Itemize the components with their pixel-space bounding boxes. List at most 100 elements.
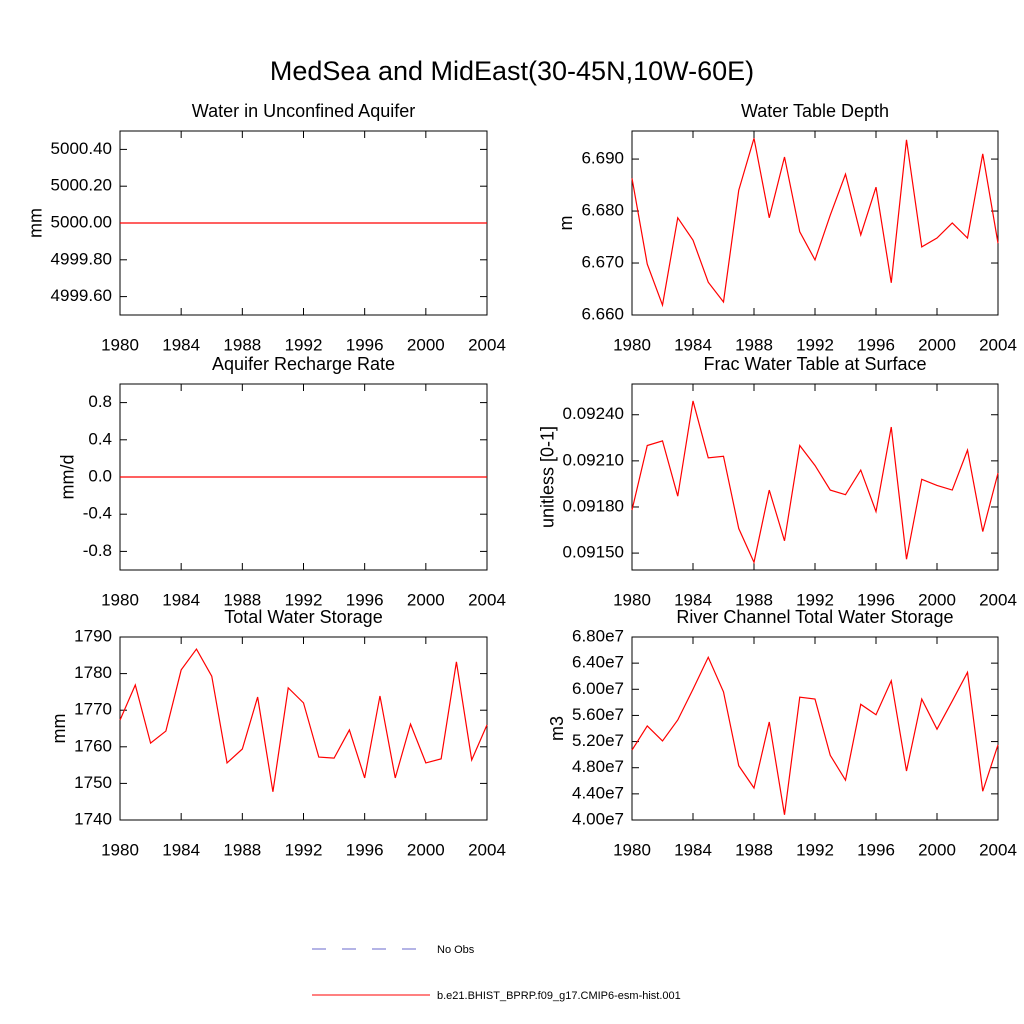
x-tick-label: 2000 xyxy=(407,840,445,859)
y-tick-label: 1760 xyxy=(74,736,112,755)
legend-label: No Obs xyxy=(437,944,475,956)
x-tick-label: 1996 xyxy=(857,590,895,609)
y-tick-label: 1750 xyxy=(74,773,112,792)
x-tick-label: 1984 xyxy=(162,335,200,354)
y-tick-label: -0.4 xyxy=(83,504,112,523)
panel: River Channel Total Water Storage 1980 198… xyxy=(547,607,1017,860)
data-line xyxy=(631,400,999,565)
y-axis-label: m3 xyxy=(547,716,567,741)
x-tick-label: 1984 xyxy=(162,840,200,859)
x-tick-label: 2004 xyxy=(468,840,506,859)
x-tick-label: 2004 xyxy=(468,335,506,354)
x-tick-label: 1992 xyxy=(796,590,834,609)
y-tick-label: 0.09210 xyxy=(563,450,624,469)
y-tick-label: 1780 xyxy=(74,663,112,682)
panel-title: Aquifer Recharge Rate xyxy=(212,354,395,374)
x-tick-label: 1988 xyxy=(735,590,773,609)
panel-title: Total Water Storage xyxy=(224,607,382,627)
plot-frame xyxy=(631,130,999,316)
figure-title: MedSea and MidEast(30-45N,10W-60E) xyxy=(270,56,754,86)
y-tick-label: 6.660 xyxy=(581,304,624,323)
x-tick-label: 1996 xyxy=(857,335,895,354)
x-tick-label: 2000 xyxy=(918,840,956,859)
x-tick-label: 2004 xyxy=(979,590,1017,609)
x-tick-label: 2004 xyxy=(979,335,1017,354)
x-tick-label: 1980 xyxy=(101,590,139,609)
x-tick-label: 1988 xyxy=(735,840,773,859)
x-tick-label: 1984 xyxy=(162,590,200,609)
y-axis-label: unitless [0-1] xyxy=(537,426,557,528)
y-tick-label: 6.40e7 xyxy=(572,653,624,672)
y-tick-label: 1790 xyxy=(74,626,112,645)
x-tick-label: 1996 xyxy=(346,590,384,609)
x-tick-label: 2000 xyxy=(407,590,445,609)
x-tick-label: 2000 xyxy=(918,335,956,354)
x-tick-label: 2000 xyxy=(918,590,956,609)
x-tick-label: 1984 xyxy=(674,590,712,609)
data-line xyxy=(631,655,999,815)
legend-label: b.e21.BHIST_BPRP.f09_g17.CMIP6-esm-hist.… xyxy=(437,990,681,1002)
y-tick-label: 5000.40 xyxy=(51,139,112,158)
x-tick-label: 1988 xyxy=(223,840,261,859)
x-tick-label: 1996 xyxy=(346,840,384,859)
x-tick-label: 2004 xyxy=(979,840,1017,859)
panel-title: Water Table Depth xyxy=(741,101,889,121)
y-tick-label: 5000.00 xyxy=(51,212,112,231)
x-tick-label: 1992 xyxy=(285,840,323,859)
plot-frame xyxy=(119,636,488,821)
x-tick-label: 1984 xyxy=(674,335,712,354)
y-tick-label: 6.00e7 xyxy=(572,679,624,698)
x-tick-label: 1996 xyxy=(346,335,384,354)
x-tick-label: 1980 xyxy=(613,840,651,859)
panel: Water Table Depth 1980 1984 1988 1992 1996 200… xyxy=(556,101,1017,355)
x-tick-label: 1992 xyxy=(285,335,323,354)
y-tick-label: 4.00e7 xyxy=(572,809,624,828)
panel: Total Water Storage 1980 1984 1988 1992 1996 2… xyxy=(49,607,506,860)
y-tick-label: 0.4 xyxy=(88,429,112,448)
x-tick-label: 1980 xyxy=(613,335,651,354)
y-tick-label: 5.60e7 xyxy=(572,705,624,724)
legend: No Obs b.e21.BHIST_BPRP.f09_g17.CMIP6-esm… xyxy=(312,944,681,1002)
y-tick-label: 4.80e7 xyxy=(572,757,624,776)
panel-title: Water in Unconfined Aquifer xyxy=(192,101,415,121)
y-tick-label: 0.09180 xyxy=(563,496,624,515)
y-tick-label: 6.670 xyxy=(581,253,624,272)
y-tick-label: 5000.20 xyxy=(51,176,112,195)
y-tick-label: 6.80e7 xyxy=(572,626,624,645)
x-tick-label: 1992 xyxy=(796,840,834,859)
y-tick-label: 4999.80 xyxy=(51,249,112,268)
panel: Aquifer Recharge Rate 1980 1984 1988 1992 199… xyxy=(57,354,505,610)
y-tick-label: 4.40e7 xyxy=(572,783,624,802)
plot-frame xyxy=(631,383,999,571)
x-tick-label: 2000 xyxy=(407,335,445,354)
y-tick-label: 5.20e7 xyxy=(572,731,624,750)
y-tick-label: 1770 xyxy=(74,700,112,719)
data-line xyxy=(631,138,999,308)
x-tick-label: 1988 xyxy=(735,335,773,354)
x-tick-label: 1980 xyxy=(613,590,651,609)
x-tick-label: 1988 xyxy=(223,335,261,354)
panel: Frac Water Table at Surface 1980 1984 1988 1… xyxy=(537,354,1017,610)
y-axis-label: mm xyxy=(25,208,45,238)
x-tick-label: 1984 xyxy=(674,840,712,859)
y-tick-label: 1740 xyxy=(74,809,112,828)
panel-title: Frac Water Table at Surface xyxy=(703,354,926,374)
y-axis-label: mm xyxy=(49,714,69,744)
y-tick-label: 0.09150 xyxy=(563,543,624,562)
y-tick-label: 4999.60 xyxy=(51,286,112,305)
y-axis-label: m xyxy=(556,216,576,231)
x-tick-label: 1988 xyxy=(223,590,261,609)
y-tick-label: 6.690 xyxy=(581,149,624,168)
y-tick-label: -0.8 xyxy=(83,541,112,560)
data-line xyxy=(119,647,488,792)
y-tick-label: 0.0 xyxy=(88,466,112,485)
x-tick-label: 1996 xyxy=(857,840,895,859)
y-axis-label: mm/d xyxy=(57,455,77,500)
x-tick-label: 2004 xyxy=(468,590,506,609)
y-tick-label: 0.09240 xyxy=(563,404,624,423)
panel: Water in Unconfined Aquifer 1980 1984 1988 1… xyxy=(25,101,506,355)
x-tick-label: 1992 xyxy=(796,335,834,354)
y-tick-label: 0.8 xyxy=(88,392,112,411)
x-tick-label: 1980 xyxy=(101,335,139,354)
